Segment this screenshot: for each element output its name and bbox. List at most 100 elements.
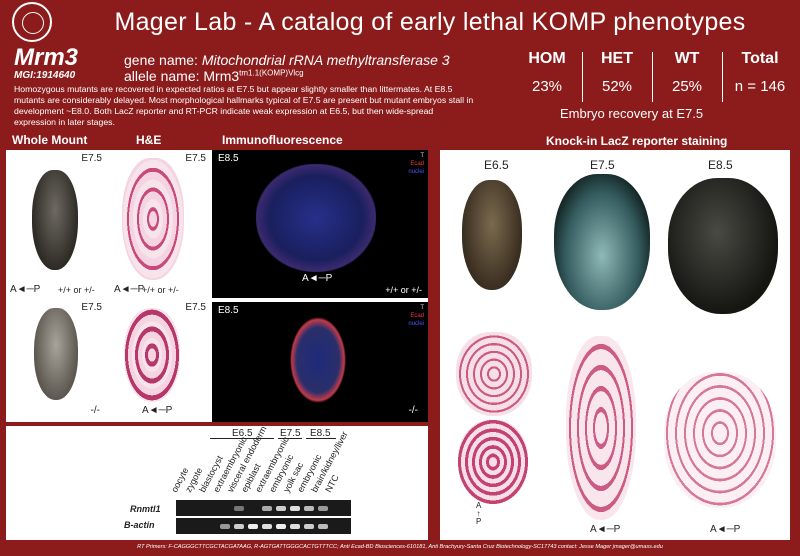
page-title: Mager Lab - A catalog of early lethal KO…: [114, 8, 746, 36]
embryo-image: [32, 170, 78, 270]
he-mutant-panel: E7.5 A◄─P: [110, 302, 210, 422]
gel-band: [304, 506, 314, 511]
axis-label: A◄─P: [302, 273, 333, 284]
lacz-section-e6-5-b: [458, 420, 528, 504]
allele-name-sup: tm1.1(KOMP)Vlcg: [239, 68, 304, 78]
gel-band: [262, 524, 272, 529]
gel-band: [262, 506, 272, 511]
divider: [722, 52, 723, 102]
section-immunofluorescence: Immunofluorescence: [222, 133, 343, 147]
stat-het-value: 52%: [601, 78, 633, 95]
gel-band: [276, 524, 286, 529]
axis-label: A◄─P: [10, 284, 41, 295]
phenotype-description: Homozygous mutants are recovered in expe…: [14, 84, 474, 127]
immunofluorescence-control-panel: E8.5 T Ecad nuclei A◄─P +/+ or +/-: [212, 150, 428, 298]
lacz-embryo-e8-5: [668, 178, 778, 314]
lacz-stage-label: E6.5: [484, 158, 509, 172]
stage-label: E8.5: [218, 153, 239, 164]
section-whole-mount: Whole Mount: [12, 133, 88, 147]
legend-ecad: Ecad: [410, 313, 424, 319]
gel-band: [234, 524, 244, 529]
gene-name-row: gene name: Mitochondrial rRNA methyltran…: [124, 52, 450, 68]
footer-credits: RT Primers: F-CAGGGCTTCGCTACGATAAG, R-AG…: [137, 544, 663, 550]
embryo-image: [34, 308, 78, 400]
lacz-section-e6-5-a: [456, 332, 532, 416]
genotype-label: +/+ or +/-: [385, 285, 422, 295]
if-section-image: [256, 164, 376, 272]
axis-label: A◄─P: [590, 524, 621, 535]
gel-band: [276, 506, 286, 511]
lacz-embryo-e7-5: [554, 174, 650, 310]
university-seal-logo: [12, 2, 52, 42]
lacz-vertical-axis: A ↑ P: [476, 501, 482, 526]
genotype-label: +/+ or +/-: [58, 285, 95, 295]
legend-t: T: [420, 153, 424, 159]
stage-group-label: E6.5: [232, 428, 253, 439]
stat-het-label: HET: [601, 50, 633, 67]
gel-band: [318, 524, 328, 529]
axis-posterior: P: [476, 517, 482, 526]
histology-image-grid: E7.5 A◄─P +/+ or +/- E7.5 A◄─P +/+ or +/…: [6, 150, 428, 422]
genotype-label: -/-: [408, 405, 418, 416]
stat-hom-value: 23%: [531, 78, 563, 95]
divider: [582, 52, 583, 102]
stage-group-label: E8.5: [310, 428, 331, 439]
if-legend: T Ecad nuclei: [408, 304, 424, 328]
legend-t: T: [420, 305, 424, 311]
gel-band: [248, 524, 258, 529]
gel-row-b-actin: [176, 518, 351, 534]
axis-anterior: A: [476, 501, 482, 510]
if-legend: T Ecad nuclei: [408, 152, 424, 176]
gel-row-label: Rnmtl1: [130, 504, 161, 514]
axis-label: A◄─P: [710, 524, 741, 535]
legend-nuclei: nuclei: [408, 321, 424, 327]
stat-total-value: n = 146: [734, 78, 786, 95]
stage-label: E7.5: [81, 302, 102, 313]
legend-ecad: Ecad: [410, 161, 424, 167]
divider: [652, 52, 653, 102]
lacz-section-e7-5: [566, 336, 636, 520]
gene-symbol: Mrm3: [14, 44, 79, 71]
stat-total-label: Total: [741, 50, 779, 67]
if-section-image: [288, 314, 348, 406]
he-control-panel: E7.5 A◄─P +/+ or +/-: [110, 150, 210, 298]
he-section-image: [124, 308, 180, 402]
immunofluorescence-mutant-panel: E8.5 T Ecad nuclei -/-: [212, 302, 428, 422]
stat-het: HET 52%: [582, 50, 652, 95]
gel-band: [304, 524, 314, 529]
stage-label: E8.5: [218, 305, 239, 316]
gel-band: [318, 506, 328, 511]
recovery-stats: HOM 23% HET 52% WT 25% Total n = 146: [512, 50, 794, 108]
gel-band: [290, 524, 300, 529]
stat-wt-label: WT: [674, 50, 700, 67]
section-lacz: Knock-in LacZ reporter staining: [546, 134, 728, 148]
lacz-image-grid: E6.5 E7.5 E8.5 A ↑ P A◄─P A◄─P: [440, 150, 790, 540]
gel-row-rnmtl1: [176, 500, 351, 516]
legend-nuclei: nuclei: [408, 169, 424, 175]
stage-label: E7.5: [81, 153, 102, 164]
allele-name-row: allele name: Mrm3tm1.1(KOMP)Vlcg: [124, 68, 304, 84]
allele-name-label: allele name:: [124, 68, 200, 84]
gene-name-value: Mitochondrial rRNA methyltransferase 3: [201, 52, 450, 68]
genotype-label: +/+ or +/-: [142, 285, 179, 295]
stage-label: E7.5: [185, 302, 206, 313]
allele-name-base: Mrm3: [203, 68, 240, 84]
rt-pcr-gel-panel: E6.5 E7.5 E8.5 oocyte zygote blastocyst …: [6, 424, 428, 540]
stat-total: Total n = 146: [724, 50, 796, 95]
lacz-section-e8-5: [664, 372, 776, 508]
stage-label: E7.5: [185, 153, 206, 164]
recovery-caption: Embryo recovery at E7.5: [560, 106, 704, 121]
mgi-id: MGI:1914640: [14, 70, 76, 81]
lacz-embryo-e6-5: [462, 180, 522, 290]
whole-mount-control-panel: E7.5 A◄─P +/+ or +/-: [6, 150, 108, 298]
gene-name-label: gene name:: [124, 52, 198, 68]
he-section-image: [122, 158, 184, 280]
stat-wt: WT 25%: [652, 50, 722, 95]
section-he: H&E: [136, 133, 162, 147]
genotype-label: -/-: [90, 405, 100, 416]
stat-hom-label: HOM: [528, 50, 566, 67]
axis-label: A◄─P: [114, 284, 145, 295]
lacz-stage-label: E8.5: [708, 158, 733, 172]
axis-label: A◄─P: [142, 405, 173, 416]
stat-hom: HOM 23%: [512, 50, 582, 95]
